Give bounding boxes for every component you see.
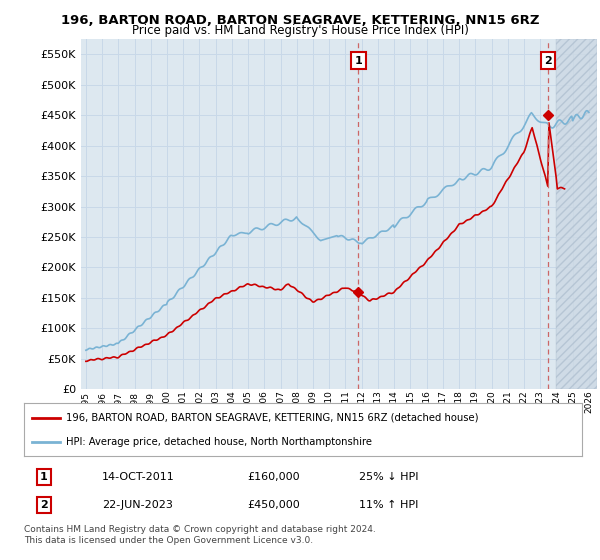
Text: 1: 1 <box>40 472 47 482</box>
Text: 2: 2 <box>544 55 552 66</box>
Text: 14-OCT-2011: 14-OCT-2011 <box>102 472 175 482</box>
Text: 2: 2 <box>40 500 47 510</box>
Text: Contains HM Land Registry data © Crown copyright and database right 2024.
This d: Contains HM Land Registry data © Crown c… <box>24 525 376 545</box>
Text: 11% ↑ HPI: 11% ↑ HPI <box>359 500 418 510</box>
Text: 1: 1 <box>355 55 362 66</box>
Text: £450,000: £450,000 <box>247 500 300 510</box>
Text: 196, BARTON ROAD, BARTON SEAGRAVE, KETTERING, NN15 6RZ (detached house): 196, BARTON ROAD, BARTON SEAGRAVE, KETTE… <box>66 413 478 423</box>
Bar <box>556 39 597 389</box>
Text: 196, BARTON ROAD, BARTON SEAGRAVE, KETTERING, NN15 6RZ: 196, BARTON ROAD, BARTON SEAGRAVE, KETTE… <box>61 14 539 27</box>
Text: £160,000: £160,000 <box>247 472 300 482</box>
Text: 22-JUN-2023: 22-JUN-2023 <box>102 500 173 510</box>
Text: Price paid vs. HM Land Registry's House Price Index (HPI): Price paid vs. HM Land Registry's House … <box>131 24 469 37</box>
Text: HPI: Average price, detached house, North Northamptonshire: HPI: Average price, detached house, Nort… <box>66 437 372 447</box>
Text: 25% ↓ HPI: 25% ↓ HPI <box>359 472 418 482</box>
